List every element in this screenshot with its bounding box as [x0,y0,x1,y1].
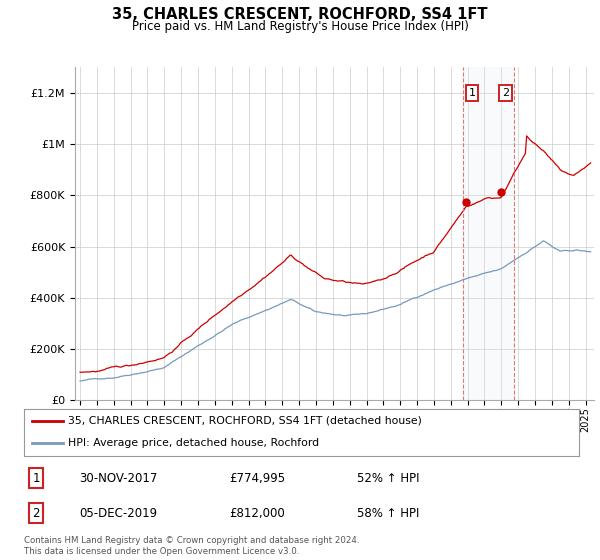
Text: 1: 1 [469,88,475,98]
Bar [463,67,514,400]
Text: 52% ↑ HPI: 52% ↑ HPI [357,472,419,484]
Text: 35, CHARLES CRESCENT, ROCHFORD, SS4 1FT: 35, CHARLES CRESCENT, ROCHFORD, SS4 1FT [112,7,488,22]
Text: 35, CHARLES CRESCENT, ROCHFORD, SS4 1FT (detached house): 35, CHARLES CRESCENT, ROCHFORD, SS4 1FT … [68,416,422,426]
Text: 30-NOV-2017: 30-NOV-2017 [79,472,158,484]
Text: £774,995: £774,995 [229,472,286,484]
Text: 2: 2 [32,507,40,520]
Text: 05-DEC-2019: 05-DEC-2019 [79,507,158,520]
Text: £812,000: £812,000 [229,507,285,520]
Text: 2: 2 [502,88,509,98]
Text: HPI: Average price, detached house, Rochford: HPI: Average price, detached house, Roch… [68,438,320,448]
Text: 1: 1 [32,472,40,484]
Text: 58% ↑ HPI: 58% ↑ HPI [357,507,419,520]
Text: Contains HM Land Registry data © Crown copyright and database right 2024.
This d: Contains HM Land Registry data © Crown c… [24,536,359,556]
Text: Price paid vs. HM Land Registry's House Price Index (HPI): Price paid vs. HM Land Registry's House … [131,20,469,32]
